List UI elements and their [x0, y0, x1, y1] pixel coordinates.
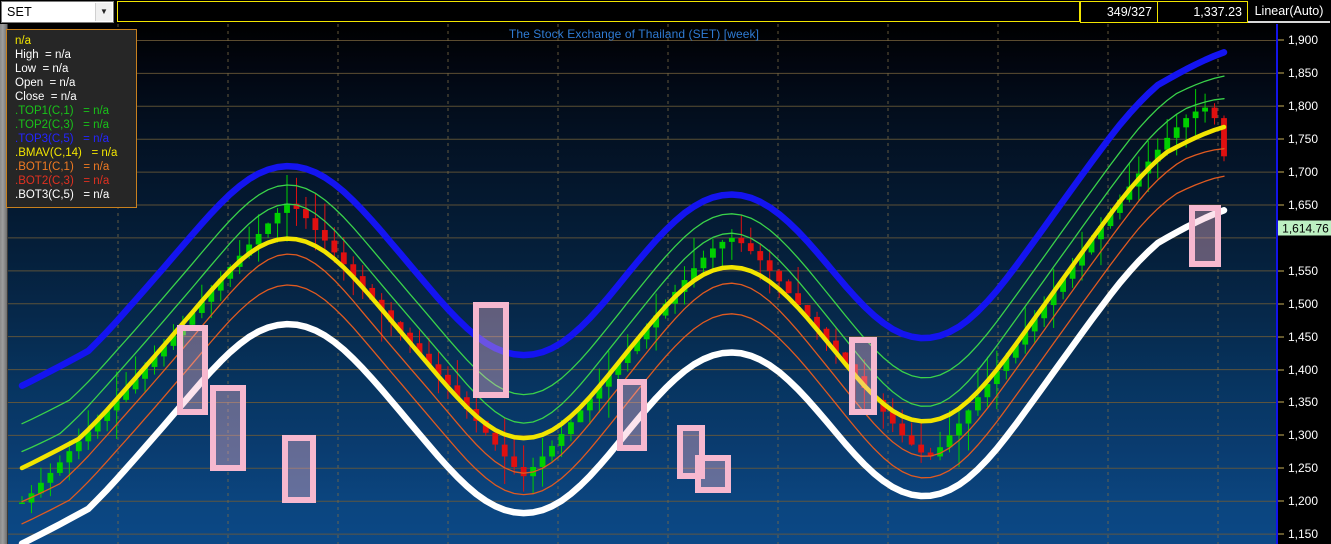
axis-tick-label: 1,900 [1288, 33, 1319, 48]
price-plot[interactable] [8, 24, 1276, 544]
indicator-line-4 [19, 124, 1227, 471]
chart-area: The Stock Exchange of Thailand (SET) [we… [0, 24, 1331, 544]
scale-mode-button[interactable]: Linear(Auto) [1248, 1, 1330, 23]
legend-row: .BMAV(C,14) = n/a [15, 147, 118, 159]
toolbar: SET ▼ 349/327 1,337.23 Linear(Auto) [0, 0, 1331, 24]
command-input[interactable] [117, 1, 1080, 22]
symbol-dropdown[interactable]: SET ▼ [1, 1, 114, 23]
axis-tick-label: 1,500 [1288, 296, 1319, 311]
signal-box[interactable] [1189, 205, 1221, 267]
axis-tick-label: 1,450 [1288, 329, 1319, 344]
chevron-down-icon[interactable]: ▼ [95, 3, 112, 21]
legend-row: n/a [15, 35, 31, 47]
axis-tick-label: 1,800 [1288, 99, 1319, 114]
axis-tick-label: 1,150 [1288, 527, 1319, 542]
legend-row: .TOP2(C,3) = n/a [15, 119, 110, 131]
axis-tick-label: 1,750 [1288, 132, 1319, 147]
indicator-line-3 [21, 98, 1225, 453]
axis-tick-mark [1278, 369, 1284, 371]
axis-tick-label: 1,850 [1288, 66, 1319, 81]
price-axis[interactable]: 1,900 1,850 1,800 1,750 1,700 1,650 1,550 1,500… [1276, 24, 1331, 544]
legend-row: .BOT3(C,5) = n/a [15, 189, 110, 201]
axis-tick-label: 1,300 [1288, 428, 1319, 443]
symbol-dropdown-value: SET [7, 5, 32, 19]
signal-box[interactable] [210, 385, 246, 471]
legend-row: Low = n/a [15, 63, 69, 75]
plot-canvas [8, 24, 1276, 544]
bar-count-field[interactable]: 349/327 [1080, 1, 1158, 23]
legend-row: Close = n/a [15, 91, 77, 103]
axis-tick-label: 1,700 [1288, 165, 1319, 180]
axis-tick-label: 1,650 [1288, 198, 1319, 212]
legend-row: High = n/a [15, 49, 71, 61]
axis-tick-mark [1278, 533, 1284, 535]
indicator-line-1 [18, 49, 1228, 389]
axis-tick-mark [1278, 105, 1284, 107]
legend-row: .BOT2(C,3) = n/a [15, 175, 110, 187]
signal-box[interactable] [617, 379, 647, 451]
indicator-legend[interactable]: n/a High = n/a Low = n/a Open = n/a Close = … [6, 29, 137, 208]
signal-annotations [177, 205, 1221, 503]
axis-tick-mark [1278, 336, 1284, 338]
legend-row: Open = n/a [15, 77, 76, 89]
indicator-line-2 [21, 75, 1225, 425]
axis-tick-mark [1278, 434, 1284, 436]
signal-box[interactable] [473, 302, 509, 398]
axis-tick-mark [1278, 72, 1284, 74]
axis-tick-label: 1,200 [1288, 494, 1319, 509]
last-price-field[interactable]: 1,337.23 [1158, 1, 1248, 23]
legend-row: .TOP1(C,1) = n/a [15, 105, 110, 117]
axis-tick-mark [1278, 171, 1284, 173]
axis-tick-mark [1278, 467, 1284, 469]
axis-tick-label: 1,250 [1288, 461, 1319, 476]
signal-box[interactable] [695, 455, 731, 493]
axis-tick-mark [1278, 39, 1284, 41]
signal-box[interactable] [282, 435, 316, 503]
signal-box[interactable] [177, 325, 208, 415]
axis-tick-mark [1278, 401, 1284, 403]
legend-row: .BOT1(C,1) = n/a [15, 161, 110, 173]
left-scrollbar[interactable] [0, 24, 8, 544]
signal-box[interactable] [849, 337, 877, 415]
axis-tick-mark [1278, 303, 1284, 305]
axis-tick-mark [1278, 270, 1284, 272]
axis-tick-mark [1278, 138, 1284, 140]
axis-tick-mark [1278, 204, 1284, 206]
axis-tick-label: 1,400 [1288, 362, 1319, 377]
axis-tick-label: 1,550 [1288, 263, 1319, 278]
axis-tick-label: 1,350 [1288, 395, 1319, 410]
current-price-tag: 1,614.76 [1278, 220, 1331, 236]
legend-row: .TOP3(C,5) = n/a [15, 133, 110, 145]
axis-tick-mark [1278, 500, 1284, 502]
